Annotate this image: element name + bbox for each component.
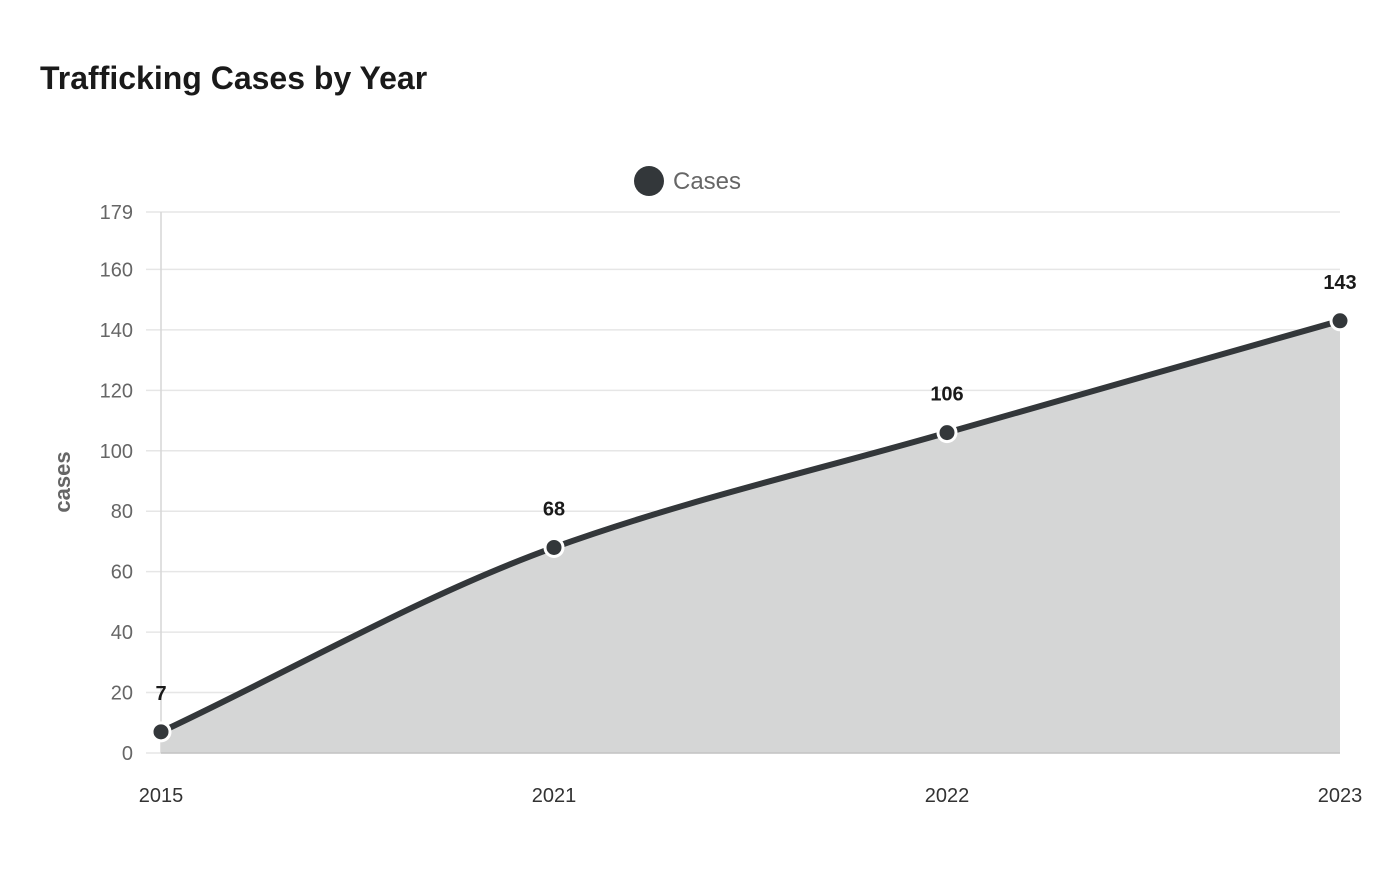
x-tick-label-2021: 2021 <box>532 785 577 807</box>
data-label-2022: 106 <box>930 384 963 406</box>
area-fill-cases <box>161 320 1340 753</box>
y-axis-title: cases <box>50 451 75 512</box>
data-points <box>150 310 1351 743</box>
data-label-2015: 7 <box>155 683 166 705</box>
y-tick-label-60: 60 <box>111 562 133 584</box>
series-line-cases <box>158 317 1343 735</box>
legend[interactable]: Cases <box>634 166 741 196</box>
data-point-2021[interactable] <box>543 536 565 558</box>
data-label-2021: 68 <box>543 498 565 520</box>
y-tick-label-0: 0 <box>122 743 133 765</box>
y-tick-label-179: 179 <box>100 202 133 224</box>
legend-label-cases[interactable]: Cases <box>673 168 741 195</box>
y-tick-label-100: 100 <box>100 441 133 463</box>
data-label-2023: 143 <box>1323 272 1356 294</box>
area-fill-layer <box>161 320 1340 753</box>
y-tick-label-160: 160 <box>100 259 133 281</box>
data-point-2015[interactable] <box>150 721 172 743</box>
y-tick-label-140: 140 <box>100 320 133 342</box>
data-point-2023[interactable] <box>1329 310 1351 332</box>
x-tick-label-2015: 2015 <box>139 785 184 807</box>
y-tick-label-120: 120 <box>100 380 133 402</box>
axes <box>160 212 1340 754</box>
y-tick-label-20: 20 <box>111 683 133 705</box>
data-point-2022[interactable] <box>936 422 958 444</box>
x-tick-label-2022: 2022 <box>925 785 970 807</box>
y-tick-label-80: 80 <box>111 501 133 523</box>
chart-title: Trafficking Cases by Year <box>40 60 428 96</box>
legend-swatch-cases[interactable] <box>634 166 664 196</box>
y-tick-labels: 0 20 40 60 80 100 120 140 160 179 <box>100 202 133 765</box>
x-tick-labels: 2015 2021 2022 2023 <box>139 785 1363 807</box>
y-tick-label-40: 40 <box>111 622 133 644</box>
data-labels: 7 68 106 143 <box>155 272 1356 705</box>
x-tick-label-2023: 2023 <box>1318 785 1363 807</box>
series-line-layer <box>158 317 1343 735</box>
